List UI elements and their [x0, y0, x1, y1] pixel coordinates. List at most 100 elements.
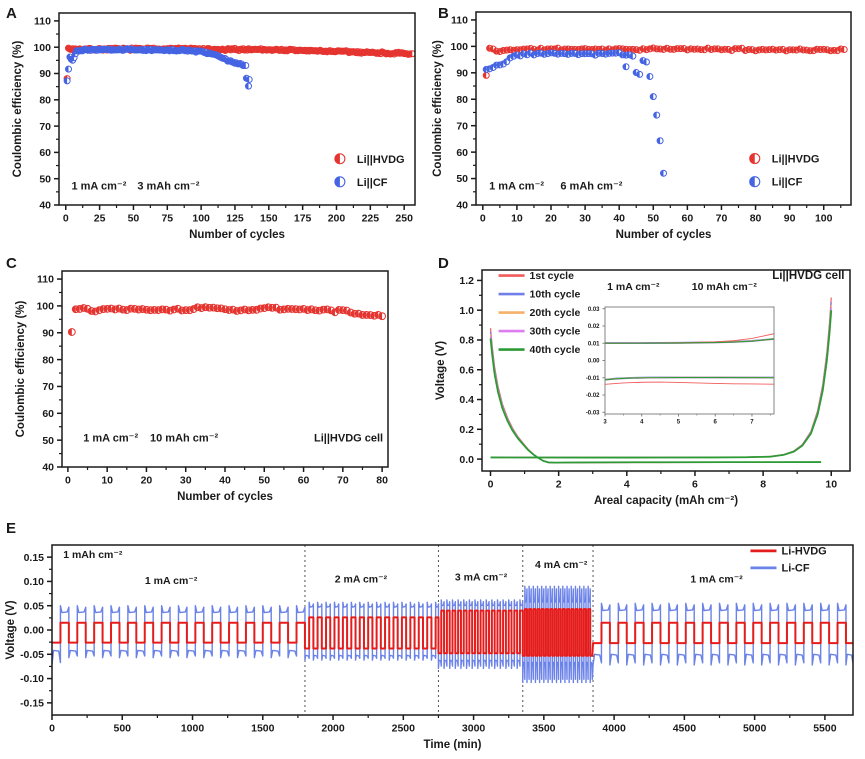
- svg-text:-0.03: -0.03: [586, 410, 600, 416]
- svg-text:Number of cycles: Number of cycles: [177, 491, 273, 503]
- svg-text:70: 70: [456, 120, 468, 132]
- svg-text:5500: 5500: [813, 723, 837, 735]
- svg-text:110: 110: [34, 16, 51, 28]
- svg-text:0.00: 0.00: [588, 359, 600, 365]
- svg-text:0.6: 0.6: [459, 364, 474, 376]
- svg-text:Areal capacity (mAh cm⁻²): Areal capacity (mAh cm⁻²): [594, 495, 738, 507]
- svg-text:4 mA cm⁻²: 4 mA cm⁻²: [535, 559, 588, 571]
- svg-text:-0.10: -0.10: [20, 673, 44, 685]
- svg-text:30: 30: [579, 213, 591, 225]
- svg-text:-0.15: -0.15: [20, 698, 44, 710]
- svg-text:1 mAh cm⁻²: 1 mAh cm⁻²: [63, 549, 123, 561]
- svg-text:90: 90: [39, 68, 51, 80]
- svg-text:D: D: [438, 255, 449, 272]
- svg-text:0.05: 0.05: [24, 600, 45, 612]
- svg-text:E: E: [6, 520, 16, 537]
- svg-text:10: 10: [825, 479, 837, 491]
- panel-a-coulombic-efficiency-3mAh-chart: 0 25 50 75 100 125 150 175 200 225 250 40 50 60 70 80 90…: [0, 0, 432, 250]
- svg-text:Li||CF: Li||CF: [357, 177, 388, 189]
- svg-text:50: 50: [258, 475, 270, 487]
- figure-row-3: 0 500 1000 1500 2000 2500 3000 3500 4000 4500 5000…: [0, 515, 865, 759]
- svg-text:100: 100: [33, 42, 51, 54]
- svg-text:20: 20: [545, 213, 557, 225]
- svg-text:Coulombic efficiency (%): Coulombic efficiency (%): [12, 40, 24, 177]
- svg-text:90: 90: [42, 327, 54, 339]
- svg-text:2000: 2000: [321, 723, 345, 735]
- svg-text:150: 150: [260, 213, 278, 225]
- svg-text:1st cycle: 1st cycle: [530, 270, 575, 282]
- svg-text:10 mAh cm⁻²: 10 mAh cm⁻²: [692, 281, 758, 293]
- svg-text:Li||HVDG cell: Li||HVDG cell: [314, 433, 383, 445]
- svg-text:1 mA cm⁻²: 1 mA cm⁻²: [607, 281, 660, 293]
- svg-text:50: 50: [42, 435, 54, 447]
- svg-text:Voltage (V): Voltage (V): [435, 341, 447, 400]
- svg-text:60: 60: [682, 213, 694, 225]
- svg-text:5000: 5000: [743, 723, 767, 735]
- svg-text:3000: 3000: [462, 723, 486, 735]
- svg-text:0: 0: [49, 723, 55, 735]
- svg-text:200: 200: [328, 213, 346, 225]
- svg-text:3500: 3500: [532, 723, 556, 735]
- svg-text:40: 40: [42, 462, 54, 474]
- svg-text:8: 8: [760, 479, 766, 491]
- svg-text:Li||HVDG cell: Li||HVDG cell: [772, 270, 844, 282]
- svg-text:5: 5: [677, 420, 681, 426]
- svg-text:20: 20: [141, 475, 153, 487]
- svg-text:0.8: 0.8: [459, 335, 474, 347]
- svg-text:C: C: [6, 255, 17, 272]
- svg-text:70: 70: [39, 121, 51, 133]
- svg-text:Number of cycles: Number of cycles: [616, 229, 712, 241]
- svg-text:1 mA cm⁻²: 1 mA cm⁻²: [71, 181, 126, 193]
- svg-text:0.03: 0.03: [588, 307, 600, 313]
- svg-text:40: 40: [39, 200, 51, 212]
- svg-text:6: 6: [714, 420, 718, 426]
- svg-text:40: 40: [613, 213, 625, 225]
- svg-text:Li-CF: Li-CF: [781, 562, 809, 574]
- svg-text:Li||HVDG: Li||HVDG: [357, 154, 405, 166]
- svg-text:1.2: 1.2: [459, 275, 474, 287]
- svg-text:60: 60: [298, 475, 310, 487]
- svg-text:70: 70: [337, 475, 349, 487]
- figure-row-1: 0 25 50 75 100 125 150 175 200 225 250 40 50 60 70 80 90…: [0, 0, 865, 250]
- svg-text:80: 80: [456, 94, 468, 106]
- svg-text:100: 100: [36, 301, 54, 313]
- svg-text:80: 80: [376, 475, 388, 487]
- svg-text:30: 30: [180, 475, 192, 487]
- svg-text:0.01: 0.01: [588, 341, 600, 347]
- svg-text:175: 175: [294, 213, 312, 225]
- svg-text:0.02: 0.02: [588, 324, 600, 330]
- svg-text:80: 80: [750, 213, 762, 225]
- svg-text:3 mAh cm⁻²: 3 mAh cm⁻²: [137, 181, 199, 193]
- svg-text:110: 110: [451, 15, 468, 27]
- svg-text:1 mA cm⁻²: 1 mA cm⁻²: [690, 573, 743, 585]
- panel-c-coulombic-efficiency-10mAh-chart: 0 10 20 30 40 50 60 70 80 40 50 60 70 80 90 100 110 Numbe…: [0, 250, 432, 515]
- svg-text:A: A: [6, 5, 17, 22]
- svg-text:Li||CF: Li||CF: [772, 177, 803, 189]
- svg-text:Li||HVDG: Li||HVDG: [772, 154, 820, 166]
- svg-text:0: 0: [480, 213, 486, 225]
- svg-text:90: 90: [784, 213, 796, 225]
- svg-text:40: 40: [219, 475, 231, 487]
- svg-text:25: 25: [94, 213, 106, 225]
- svg-text:Time (min): Time (min): [424, 739, 482, 751]
- svg-text:1 mA cm⁻²: 1 mA cm⁻²: [83, 433, 138, 445]
- svg-text:90: 90: [456, 67, 468, 79]
- svg-text:250: 250: [395, 213, 413, 225]
- svg-text:0: 0: [488, 479, 494, 491]
- svg-text:1 mA cm⁻²: 1 mA cm⁻²: [145, 575, 198, 587]
- svg-text:6: 6: [692, 479, 698, 491]
- svg-text:1000: 1000: [181, 723, 205, 735]
- panel-b-coulombic-efficiency-6mAh-chart: 0 10 20 30 40 50 60 70 80 90 100 40 50 60 70 80 90 100 110…: [432, 0, 865, 250]
- svg-text:0: 0: [65, 475, 71, 487]
- svg-text:80: 80: [42, 354, 54, 366]
- svg-text:7: 7: [750, 420, 754, 426]
- svg-text:30th cycle: 30th cycle: [530, 326, 581, 338]
- svg-text:Li-HVDG: Li-HVDG: [781, 545, 826, 557]
- svg-text:4: 4: [624, 479, 630, 491]
- svg-text:1 mA cm⁻²: 1 mA cm⁻²: [489, 181, 544, 193]
- svg-text:60: 60: [456, 147, 468, 159]
- svg-text:0: 0: [63, 213, 69, 225]
- svg-text:Coulombic efficiency (%): Coulombic efficiency (%): [15, 300, 27, 437]
- svg-text:100: 100: [450, 41, 468, 53]
